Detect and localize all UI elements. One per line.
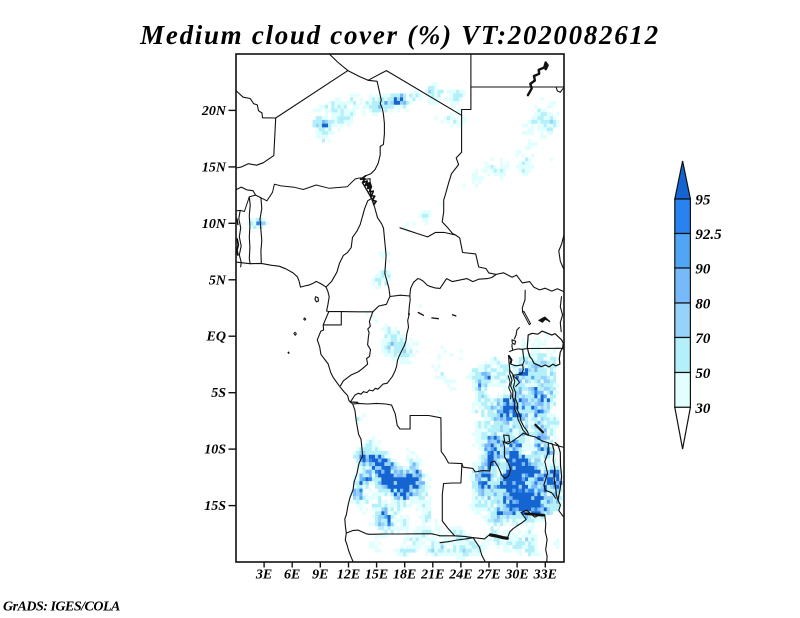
svg-text:80: 80 xyxy=(695,297,711,313)
svg-text:30: 30 xyxy=(694,401,711,417)
svg-text:92.5: 92.5 xyxy=(695,227,722,243)
svg-text:Medium cloud cover (%) VT:2020: Medium cloud cover (%) VT:2020082612 xyxy=(139,20,660,50)
svg-text:30E: 30E xyxy=(504,568,528,583)
svg-text:27E: 27E xyxy=(476,568,500,583)
svg-text:9E: 9E xyxy=(312,568,328,583)
svg-text:95: 95 xyxy=(695,193,711,209)
svg-text:20N: 20N xyxy=(201,104,227,119)
svg-text:EQ: EQ xyxy=(206,330,226,345)
svg-text:10N: 10N xyxy=(202,217,227,232)
svg-text:15E: 15E xyxy=(365,568,388,583)
svg-text:70: 70 xyxy=(695,331,711,347)
svg-text:GrADS: IGES/COLA: GrADS: IGES/COLA xyxy=(3,600,120,615)
svg-text:15S: 15S xyxy=(204,499,226,514)
svg-text:24E: 24E xyxy=(448,568,472,583)
svg-text:15N: 15N xyxy=(202,160,227,175)
svg-text:6E: 6E xyxy=(284,568,300,583)
svg-text:5N: 5N xyxy=(209,273,227,288)
svg-text:33E: 33E xyxy=(533,568,557,583)
svg-text:10S: 10S xyxy=(204,443,226,458)
svg-text:18E: 18E xyxy=(393,568,416,583)
svg-text:5S: 5S xyxy=(211,386,226,401)
svg-text:90: 90 xyxy=(695,262,711,278)
svg-text:21E: 21E xyxy=(420,568,444,583)
svg-text:50: 50 xyxy=(695,366,711,382)
svg-text:3E: 3E xyxy=(255,568,272,583)
svg-text:12E: 12E xyxy=(337,568,360,583)
